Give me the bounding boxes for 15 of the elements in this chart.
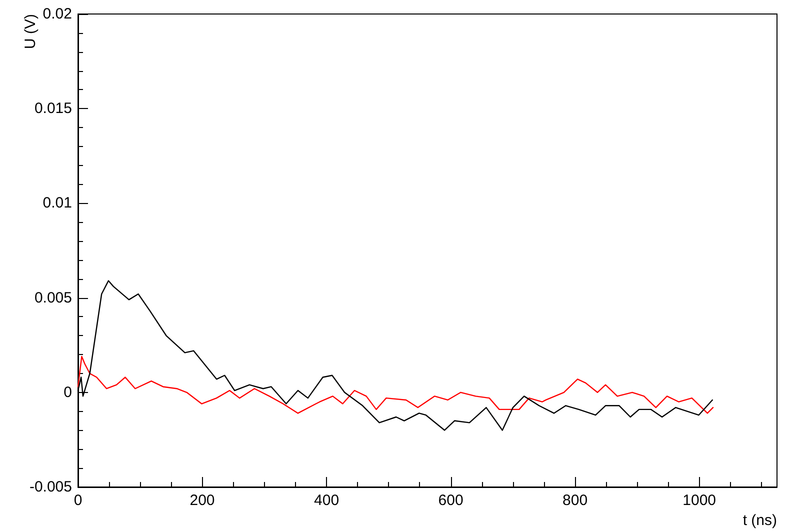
x-tick-label: 800 — [562, 492, 588, 509]
y-tick-label: 0.01 — [42, 194, 72, 212]
y-tick-label: 0.005 — [34, 289, 72, 306]
y-tick-label: -0.005 — [29, 478, 72, 496]
x-tick-label: 400 — [314, 492, 340, 509]
x-tick-label: 1000 — [682, 492, 716, 509]
y-tick-label: 0.015 — [34, 100, 72, 118]
x-tick-label: 200 — [190, 492, 215, 509]
y-tick-label: 0 — [64, 384, 72, 401]
x-axis-title: t (ns) — [742, 512, 777, 529]
x-tick-label: 0 — [74, 492, 82, 509]
y-axis-title: U (V) — [22, 14, 39, 49]
x-tick-label: 600 — [438, 492, 464, 509]
line-series — [77, 356, 714, 414]
y-tick-label: 0.02 — [42, 6, 72, 22]
